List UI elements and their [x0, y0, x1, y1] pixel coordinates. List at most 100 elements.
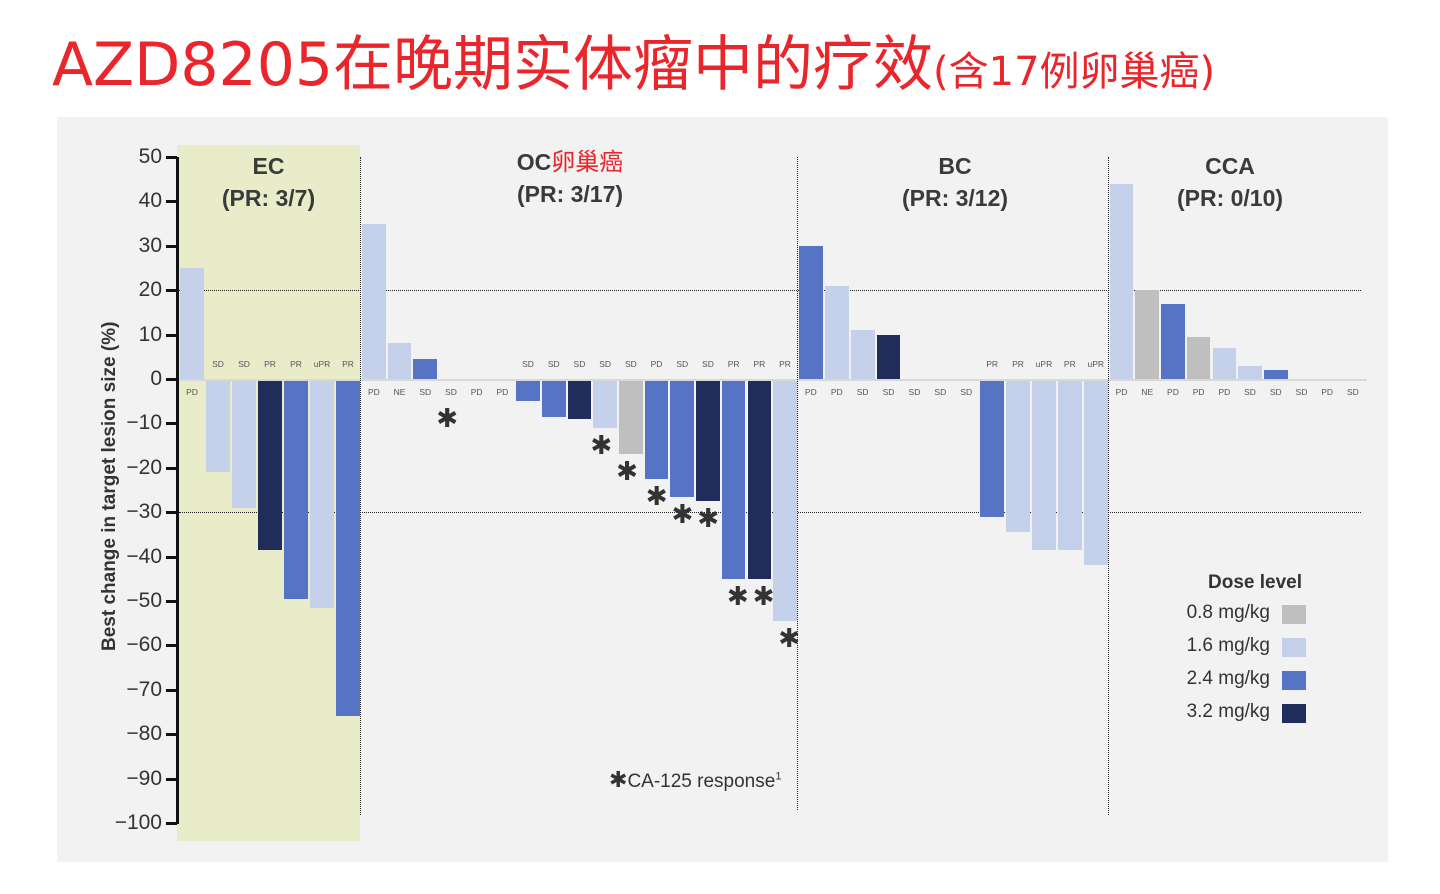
response-label: SD: [599, 359, 612, 369]
y-tick-label: −30: [126, 500, 162, 524]
y-tick: [166, 688, 177, 692]
response-label: SD: [522, 359, 534, 369]
panel-header-bc: BC (PR: 3/12): [860, 150, 1050, 214]
response-label: PD: [1321, 387, 1334, 397]
y-tick: [166, 511, 177, 515]
bar-oc: [696, 381, 720, 502]
response-label: SD: [1346, 387, 1359, 397]
legend-swatch: [1282, 704, 1306, 723]
bar-oc: [362, 223, 386, 379]
panel-pr-rate: (PR: 3/17): [516, 181, 624, 207]
panel-name: EC: [252, 153, 285, 179]
y-tick-label: −90: [126, 766, 162, 790]
y-tick: [166, 644, 177, 648]
legend-item-3.2: 3.2 mg/kg: [1170, 701, 1310, 725]
title-main: AZD8205在晚期实体瘤中的疗效: [52, 30, 934, 100]
reference-line: [179, 290, 1361, 292]
bar-ec: [258, 381, 282, 550]
bar-oc: [747, 381, 772, 579]
y-tick: [166, 200, 177, 204]
bar-oc: [773, 381, 797, 621]
response-label: SD: [676, 359, 689, 369]
legend-item-0.8: 0.8 mg/kg: [1170, 602, 1310, 626]
y-tick: [166, 466, 177, 470]
bar-bc: [1057, 381, 1082, 550]
bar-oc: [593, 381, 617, 428]
y-tick-label: −10: [126, 411, 162, 435]
bar-oc: [541, 381, 566, 417]
panel-header-cca: CCA (PR: 0/10): [1130, 150, 1330, 214]
response-label: PR: [986, 359, 999, 369]
bar-cca: [1238, 365, 1262, 379]
bar-cca: [1161, 303, 1185, 379]
response-label: PD: [470, 387, 483, 397]
response-label: SD: [882, 387, 895, 397]
response-label: PD: [804, 387, 817, 397]
bar-ec: [180, 268, 204, 379]
zero-line: [179, 379, 1367, 381]
response-label: PR: [727, 359, 740, 369]
response-label: SD: [547, 359, 560, 369]
y-tick-label: 50: [138, 145, 162, 168]
response-label: PR: [779, 359, 791, 369]
bar-bc: [824, 285, 849, 379]
response-label: PD: [496, 387, 509, 397]
y-tick: [166, 378, 177, 381]
response-label: PR: [1063, 359, 1076, 369]
bar-bc: [798, 245, 823, 379]
response-label: SD: [573, 359, 586, 369]
bar-cca: [1263, 370, 1288, 379]
asterisk-icon: ✱: [609, 768, 628, 793]
response-label: PD: [1192, 387, 1205, 397]
response-label: PD: [1115, 387, 1128, 397]
bar-bc: [876, 334, 901, 379]
response-label: SD: [702, 359, 714, 369]
response-label: SD: [624, 359, 637, 369]
panel-divider: [1108, 157, 1109, 815]
bar-oc: [644, 381, 669, 479]
panel-name: CCA: [1205, 153, 1255, 179]
response-label: PR: [342, 359, 354, 369]
bar-oc: [516, 381, 540, 402]
y-tick-label: 40: [138, 189, 162, 213]
y-tick-label: −40: [126, 544, 162, 568]
bar-bc: [1032, 381, 1056, 550]
panel-name: OC卵巢癌: [516, 148, 624, 176]
response-label: uPR: [313, 359, 331, 369]
bar-oc: [567, 381, 592, 419]
legend-label: 3.2 mg/kg: [1186, 701, 1270, 722]
response-label: SD: [238, 359, 250, 369]
y-tick-label: 10: [138, 322, 162, 346]
bar-bc: [1006, 381, 1030, 533]
legend-label: 0.8 mg/kg: [1186, 602, 1270, 623]
y-tick-label: −80: [126, 722, 162, 746]
response-label: NE: [393, 387, 406, 397]
bar-bc: [850, 330, 875, 379]
asterisk-icon: ✱: [726, 581, 749, 612]
response-label: uPR: [1087, 359, 1105, 369]
asterisk-icon: ✱: [778, 623, 801, 654]
y-tick: [166, 244, 177, 248]
panel-pr-rate: (PR: 3/7): [221, 185, 316, 211]
footnote-text: CA-125 response: [627, 771, 776, 792]
asterisk-icon: ✱: [436, 404, 458, 434]
legend-item-1.6: 1.6 mg/kg: [1170, 635, 1310, 659]
asterisk-icon: ✱: [590, 430, 613, 461]
panel-divider: [797, 157, 798, 810]
y-tick-label: −20: [126, 455, 162, 479]
y-tick: [166, 733, 177, 737]
y-axis-title: Best change in target lesion size (%): [99, 321, 120, 651]
bar-oc: [387, 343, 412, 379]
response-label: PD: [1218, 387, 1231, 397]
response-label: uPR: [1035, 359, 1053, 369]
bar-bc: [980, 381, 1005, 517]
bar-cca: [1109, 183, 1134, 379]
legend-label: 2.4 mg/kg: [1186, 668, 1270, 689]
response-label: SD: [908, 387, 921, 397]
legend-item-2.4: 2.4 mg/kg: [1170, 668, 1310, 692]
bar-oc: [619, 381, 643, 455]
title-sub: (含17例卵巢癌): [933, 49, 1216, 95]
legend-title: Dose level: [1208, 572, 1302, 593]
y-tick-label: 0: [150, 367, 162, 390]
panel-name: BC: [938, 153, 972, 179]
